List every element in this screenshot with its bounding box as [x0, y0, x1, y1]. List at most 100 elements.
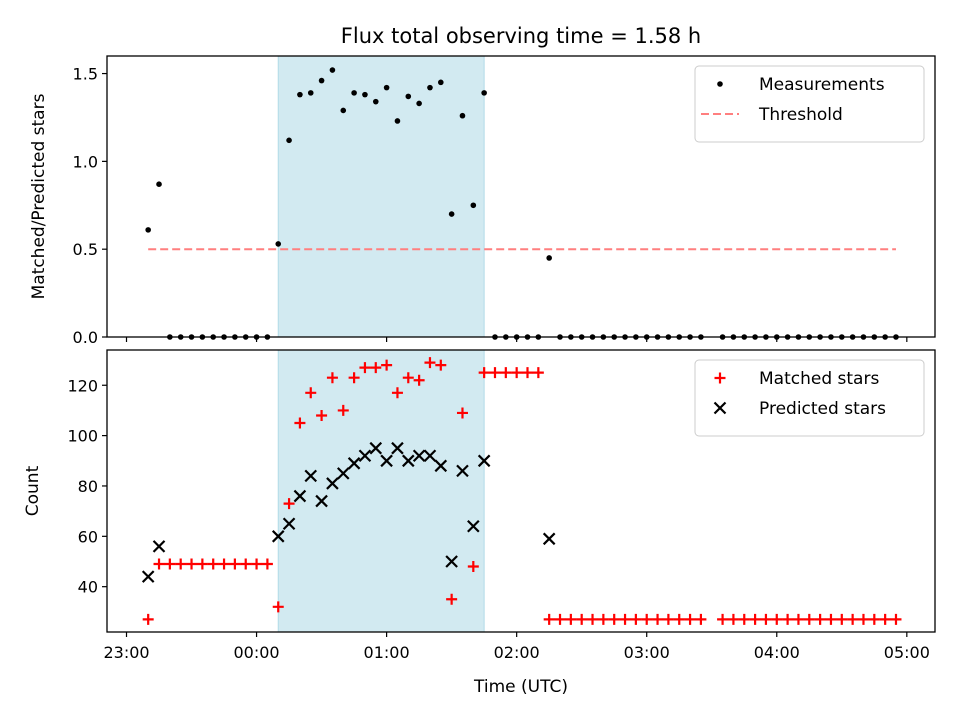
measurement-point	[438, 79, 444, 86]
y-tick-label: 0.5	[73, 240, 98, 259]
matched-star-point	[792, 613, 804, 625]
plot-frame	[106, 55, 936, 338]
matched-star-point	[446, 593, 458, 605]
predicted-star-point	[293, 489, 307, 503]
predicted-star-point	[271, 530, 285, 543]
matched-star-point	[543, 613, 555, 625]
matched-star-point	[717, 613, 729, 625]
bottom-panel: 40 60 80 100 120 23:00 00:00 01:00 02:00 03:00 04:…	[23, 349, 936, 662]
y-axis-label: Count	[23, 465, 43, 516]
legend-box	[694, 65, 925, 143]
measurement-point	[459, 112, 466, 119]
matched-star-point	[684, 613, 696, 625]
matched-star-point	[630, 613, 642, 625]
matched-star-point	[186, 558, 198, 570]
matched-star-point	[532, 367, 544, 379]
predicted-star-point	[542, 532, 556, 546]
measurement-point	[416, 100, 422, 107]
legend-label: Predicted stars	[759, 399, 886, 419]
measurement-point	[546, 255, 552, 261]
matched-star-point	[478, 367, 490, 379]
observing-window-band	[277, 349, 485, 633]
measurement-point	[427, 84, 433, 91]
predicted-star-point	[347, 457, 361, 470]
matched-star-point	[847, 613, 859, 625]
matched-star-point	[673, 613, 685, 625]
predicted-star-point	[391, 441, 404, 455]
measurement-point	[318, 77, 325, 84]
legend: Matched stars Predicted stars	[694, 359, 925, 437]
predicted-star-point	[358, 449, 372, 463]
measurement-point	[286, 137, 292, 144]
matched-star-point	[803, 613, 815, 625]
measurement-point	[481, 90, 487, 96]
legend-box	[694, 359, 925, 437]
legend-label: Threshold	[758, 105, 843, 125]
matched-star-point	[836, 613, 848, 625]
measurement-point	[156, 181, 162, 188]
x-tick-label: 02:00	[494, 643, 540, 662]
matched-star-point	[662, 613, 674, 625]
measurement-point	[297, 91, 303, 98]
matched-star-point	[576, 613, 588, 625]
measurement-point	[383, 84, 390, 91]
matched-star-point	[218, 558, 230, 570]
matched-star-point	[337, 404, 349, 416]
matched-star-point	[381, 359, 393, 371]
measurement-point	[470, 202, 477, 209]
matched-star-point	[370, 362, 382, 374]
matched-star-point	[153, 558, 165, 570]
matched-star-point	[814, 613, 826, 625]
predicted-star-point	[423, 449, 437, 463]
x-tick-label: 03:00	[624, 643, 670, 662]
matched-star-point	[272, 601, 284, 613]
measurement-point	[405, 93, 412, 100]
matched-star-point	[391, 387, 403, 399]
matched-star-point	[738, 613, 750, 625]
predicted-star-point	[369, 441, 383, 455]
matched-star-point	[782, 613, 794, 625]
predicted-star-point	[434, 459, 448, 473]
y-tick-label: 1.0	[73, 152, 98, 171]
legend: Measurements Threshold	[694, 65, 925, 143]
matched-star-point	[587, 613, 599, 625]
x-axis-label: Time (UTC)	[473, 677, 568, 697]
matched-star-point	[565, 613, 577, 625]
matched-star-point	[164, 558, 176, 570]
matched-star-point	[261, 558, 273, 570]
y-tick-label: 1.5	[73, 65, 98, 84]
matched-star-point	[359, 362, 371, 374]
matched-star-point	[511, 367, 523, 379]
matched-star-point	[868, 613, 880, 625]
matched-star-point	[727, 613, 739, 625]
measurement-point	[351, 90, 357, 96]
matched-star-point	[522, 367, 534, 379]
predicted-star-point	[402, 454, 415, 468]
y-axis-label: Matched/Predicted stars	[29, 93, 49, 299]
matched-star-point	[489, 367, 501, 379]
matched-star-point	[641, 613, 653, 625]
measurement-point	[394, 118, 401, 124]
x-tick-label: 00:00	[234, 643, 280, 662]
matched-star-point	[879, 613, 891, 625]
observing-window-band	[277, 55, 485, 338]
matched-star-point	[771, 613, 783, 625]
legend-predicted-marker	[713, 401, 727, 415]
predicted-star-point	[326, 477, 339, 490]
predicted-star-point	[380, 454, 393, 468]
matched-star-point	[175, 558, 187, 570]
matched-star-point	[456, 407, 468, 419]
matched-star-point	[424, 357, 436, 369]
legend-label: Matched stars	[759, 369, 879, 389]
matched-star-point	[229, 558, 241, 570]
predicted-star-point	[304, 469, 318, 483]
predicted-star-point	[477, 454, 491, 468]
matched-star-point	[402, 372, 414, 384]
predicted-star-point	[456, 464, 469, 478]
matched-star-point	[283, 498, 295, 510]
top-panel: 0.0 0.5 1.0 1.5 Matched/Predicted stars Measu…	[29, 55, 936, 347]
measurement-point	[307, 90, 314, 96]
measurement-point	[362, 91, 368, 98]
predicted-star-point	[445, 555, 458, 568]
